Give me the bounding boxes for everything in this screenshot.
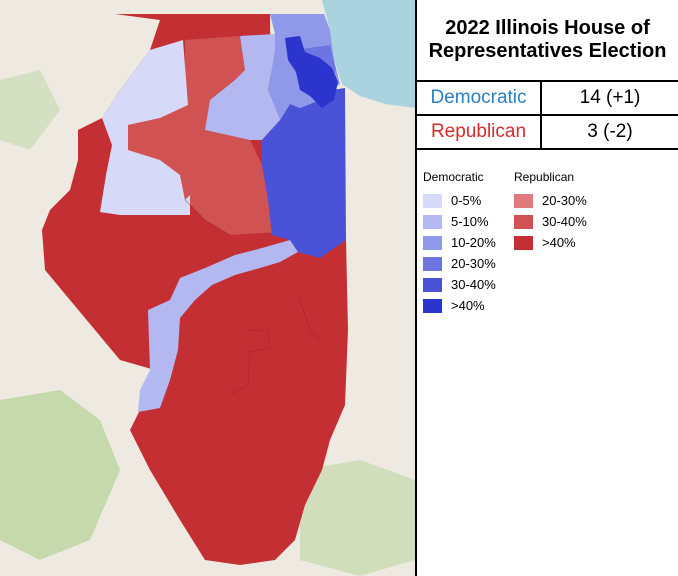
legend-swatch [423, 214, 442, 229]
legend-item: >40% [514, 232, 587, 253]
title-line-2: Representatives Election [428, 40, 667, 62]
seat-count-republican: 3 (-2) [587, 121, 633, 142]
legend-swatch [423, 193, 442, 208]
legend-item: >40% [423, 295, 496, 316]
legend-label: 10-20% [451, 235, 496, 250]
seat-count-democratic: 14 (+1) [579, 87, 641, 108]
result-row-republican: Republican 3 (-2) [417, 116, 678, 150]
legend-label: 30-40% [542, 214, 587, 229]
legend-item: 20-30% [514, 190, 587, 211]
district-dem-30-40 [262, 88, 346, 258]
legend-swatch [423, 235, 442, 250]
district-rep-30-40 [128, 36, 278, 235]
illinois-map-svg [0, 0, 415, 576]
legend-label: 20-30% [542, 193, 587, 208]
page-title: 2022 Illinois House of Representatives E… [417, 0, 678, 82]
legend-item: 20-30% [423, 253, 496, 274]
district-dem-5-10 [205, 34, 280, 140]
legend-label: 5-10% [451, 214, 489, 229]
legend-swatch [514, 193, 533, 208]
district-dem-5-10 [138, 240, 298, 412]
map-legend: Democratic 0-5% 5-10% 10-20% 20-30% 30-4… [417, 150, 678, 313]
forest-area [0, 390, 120, 560]
legend-item: 10-20% [423, 232, 496, 253]
legend-label: >40% [542, 235, 576, 250]
legend-item: 0-5% [423, 190, 496, 211]
legend-democratic: Democratic 0-5% 5-10% 10-20% 20-30% 30-4… [423, 170, 496, 316]
forest-area [300, 460, 415, 576]
legend-swatch [423, 298, 442, 313]
legend-swatch [514, 214, 533, 229]
district-dem-gt40 [285, 36, 338, 108]
party-label-democratic: Democratic [417, 82, 542, 114]
legend-heading-republican: Republican [514, 170, 575, 184]
legend-item: 30-40% [423, 274, 496, 295]
legend-label: 30-40% [451, 277, 496, 292]
legend-republican: Republican 20-30% 30-40% >40% [514, 170, 587, 253]
title-line-1: 2022 Illinois House of [445, 17, 650, 39]
result-row-democratic: Democratic 14 (+1) [417, 82, 678, 116]
legend-label: >40% [451, 298, 485, 313]
party-label-republican: Republican [417, 116, 542, 148]
district-dem-0-5 [100, 40, 190, 215]
district-map [0, 0, 415, 576]
info-panel: 2022 Illinois House of Representatives E… [415, 0, 678, 576]
legend-item: 30-40% [514, 211, 587, 232]
legend-swatch [514, 235, 533, 250]
legend-label: 20-30% [451, 256, 496, 271]
lake-michigan [322, 0, 415, 108]
forest-area [0, 70, 60, 150]
legend-heading-democratic: Democratic [423, 170, 484, 184]
legend-label: 0-5% [451, 193, 482, 208]
district-boundaries [184, 199, 321, 396]
legend-swatch [423, 256, 442, 271]
legend-swatch [423, 277, 442, 292]
legend-item: 5-10% [423, 211, 496, 232]
